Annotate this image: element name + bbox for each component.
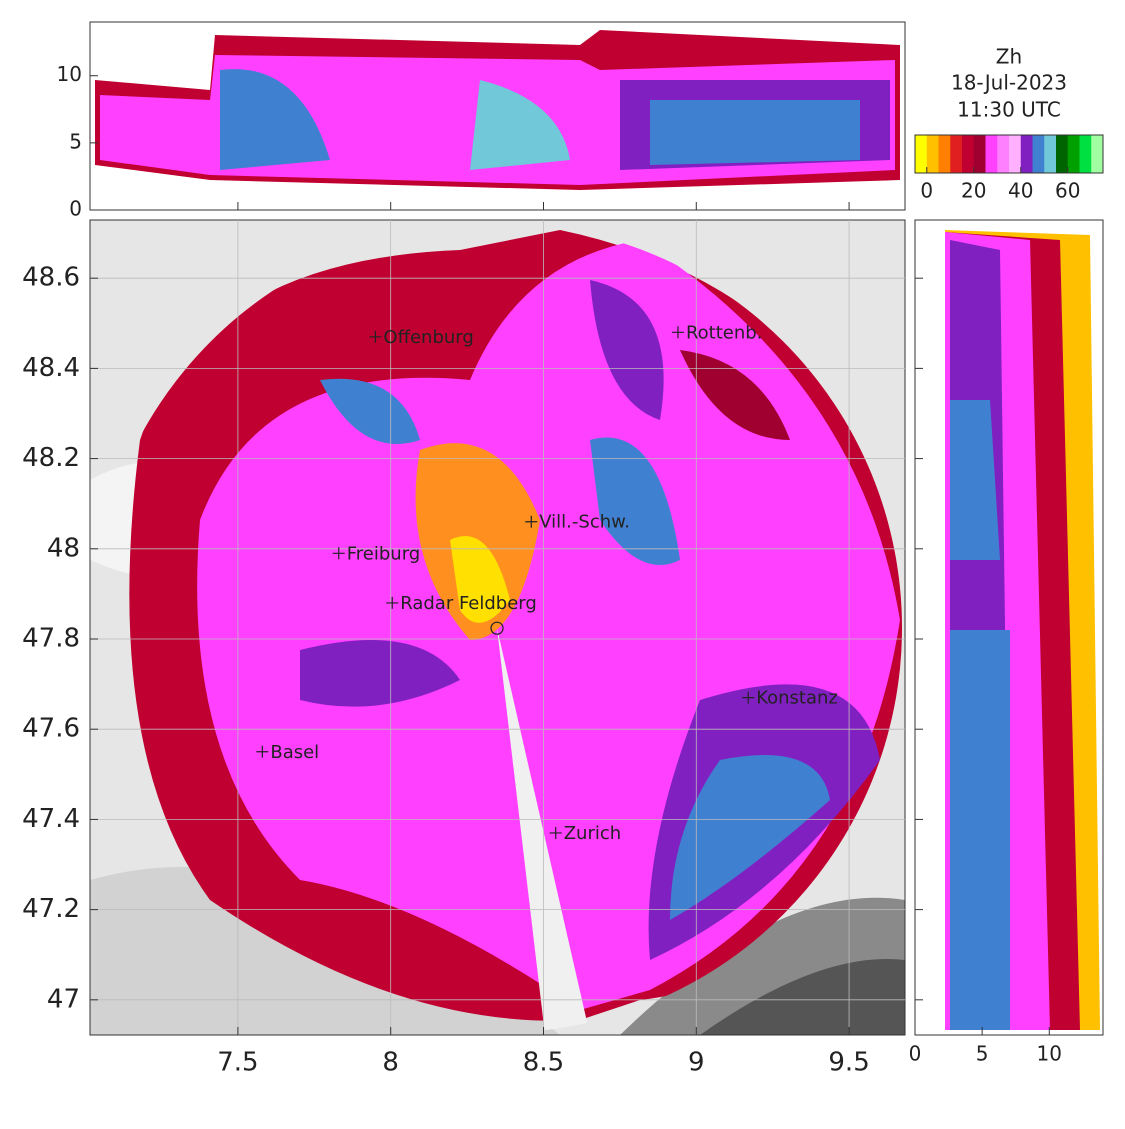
colorbar-swatch [997,135,1010,173]
colorbar-swatch [938,135,951,173]
colorbar-swatch [915,135,928,173]
colorbar-swatch [1044,135,1057,173]
y-tick-label: 48.2 [22,443,80,473]
x-tick-label: 10 [1037,1042,1062,1066]
place-label: Zurich [564,823,621,844]
side-frame [914,219,1104,1036]
y-tick-label: 47.8 [22,624,80,654]
map-frame [89,219,906,1036]
y-tick-label: 48.6 [22,263,80,293]
y-tick-label: 5 [69,129,82,153]
colorbar-swatch [962,135,975,173]
x-tick-label: 0 [909,1042,922,1066]
time: 11:30 UTC [957,98,1061,122]
y-tick-label: 47.4 [22,804,80,834]
place-marker [742,691,755,704]
place-label: Offenburg [383,327,473,348]
y-tick-label: 10 [57,62,82,86]
colorbar-swatch [1032,135,1045,173]
place-label: Freiburg [347,543,420,564]
radar-site [490,621,504,635]
place-marker [386,596,399,609]
side-echo [945,230,1100,1030]
colorbar-swatch [926,135,939,173]
y-tick-label: 47 [47,984,80,1014]
place-marker [369,330,382,343]
colorbar-tick-label: 0 [920,179,933,203]
colorbar-swatch [1091,135,1104,173]
x-tick-label: 8.5 [523,1048,564,1078]
place-marker [525,515,538,528]
top-frame [89,21,906,211]
place-label: Vill.-Schw. [539,512,630,533]
colorbar-swatch [1020,135,1033,173]
colorbar-swatch [1067,135,1080,173]
place-marker [671,326,684,339]
y-tick-label: 48.4 [22,353,80,383]
y-tick-label: 0 [69,197,82,221]
place-marker [332,547,345,560]
place-label: Basel [270,742,319,763]
y-tick-label: 47.6 [22,714,80,744]
colorbar-swatch [1056,135,1069,173]
date: 18-Jul-2023 [951,71,1067,95]
place-label: Rottenb. [686,322,762,343]
x-tick-label: 9.5 [828,1048,869,1078]
colorbar-tick-label: 40 [1008,179,1033,203]
colorbar-tick-label: 20 [961,179,986,203]
y-tick-label: 47.2 [22,894,80,924]
place-label: Radar Feldberg [400,593,537,614]
colorbar-swatch [985,135,998,173]
x-tick-label: 5 [976,1042,989,1066]
x-tick-label: 9 [688,1048,705,1078]
x-tick-label: 7.5 [217,1048,258,1078]
colorbar-swatch [950,135,963,173]
colorbar-frame [914,134,1104,174]
colorbar-tick-label: 60 [1055,179,1080,203]
title: Zh [996,45,1022,69]
colorbar-swatch [1079,135,1092,173]
x-tick-label: 8 [382,1048,399,1078]
place-marker [256,745,269,758]
echo-field [129,230,902,1033]
y-tick-label: 48 [47,533,80,563]
place-marker [549,826,562,839]
colorbar-swatch [973,135,986,173]
colorbar-swatch [1009,135,1022,173]
place-label: Konstanz [756,688,838,709]
top-echo [95,30,900,190]
